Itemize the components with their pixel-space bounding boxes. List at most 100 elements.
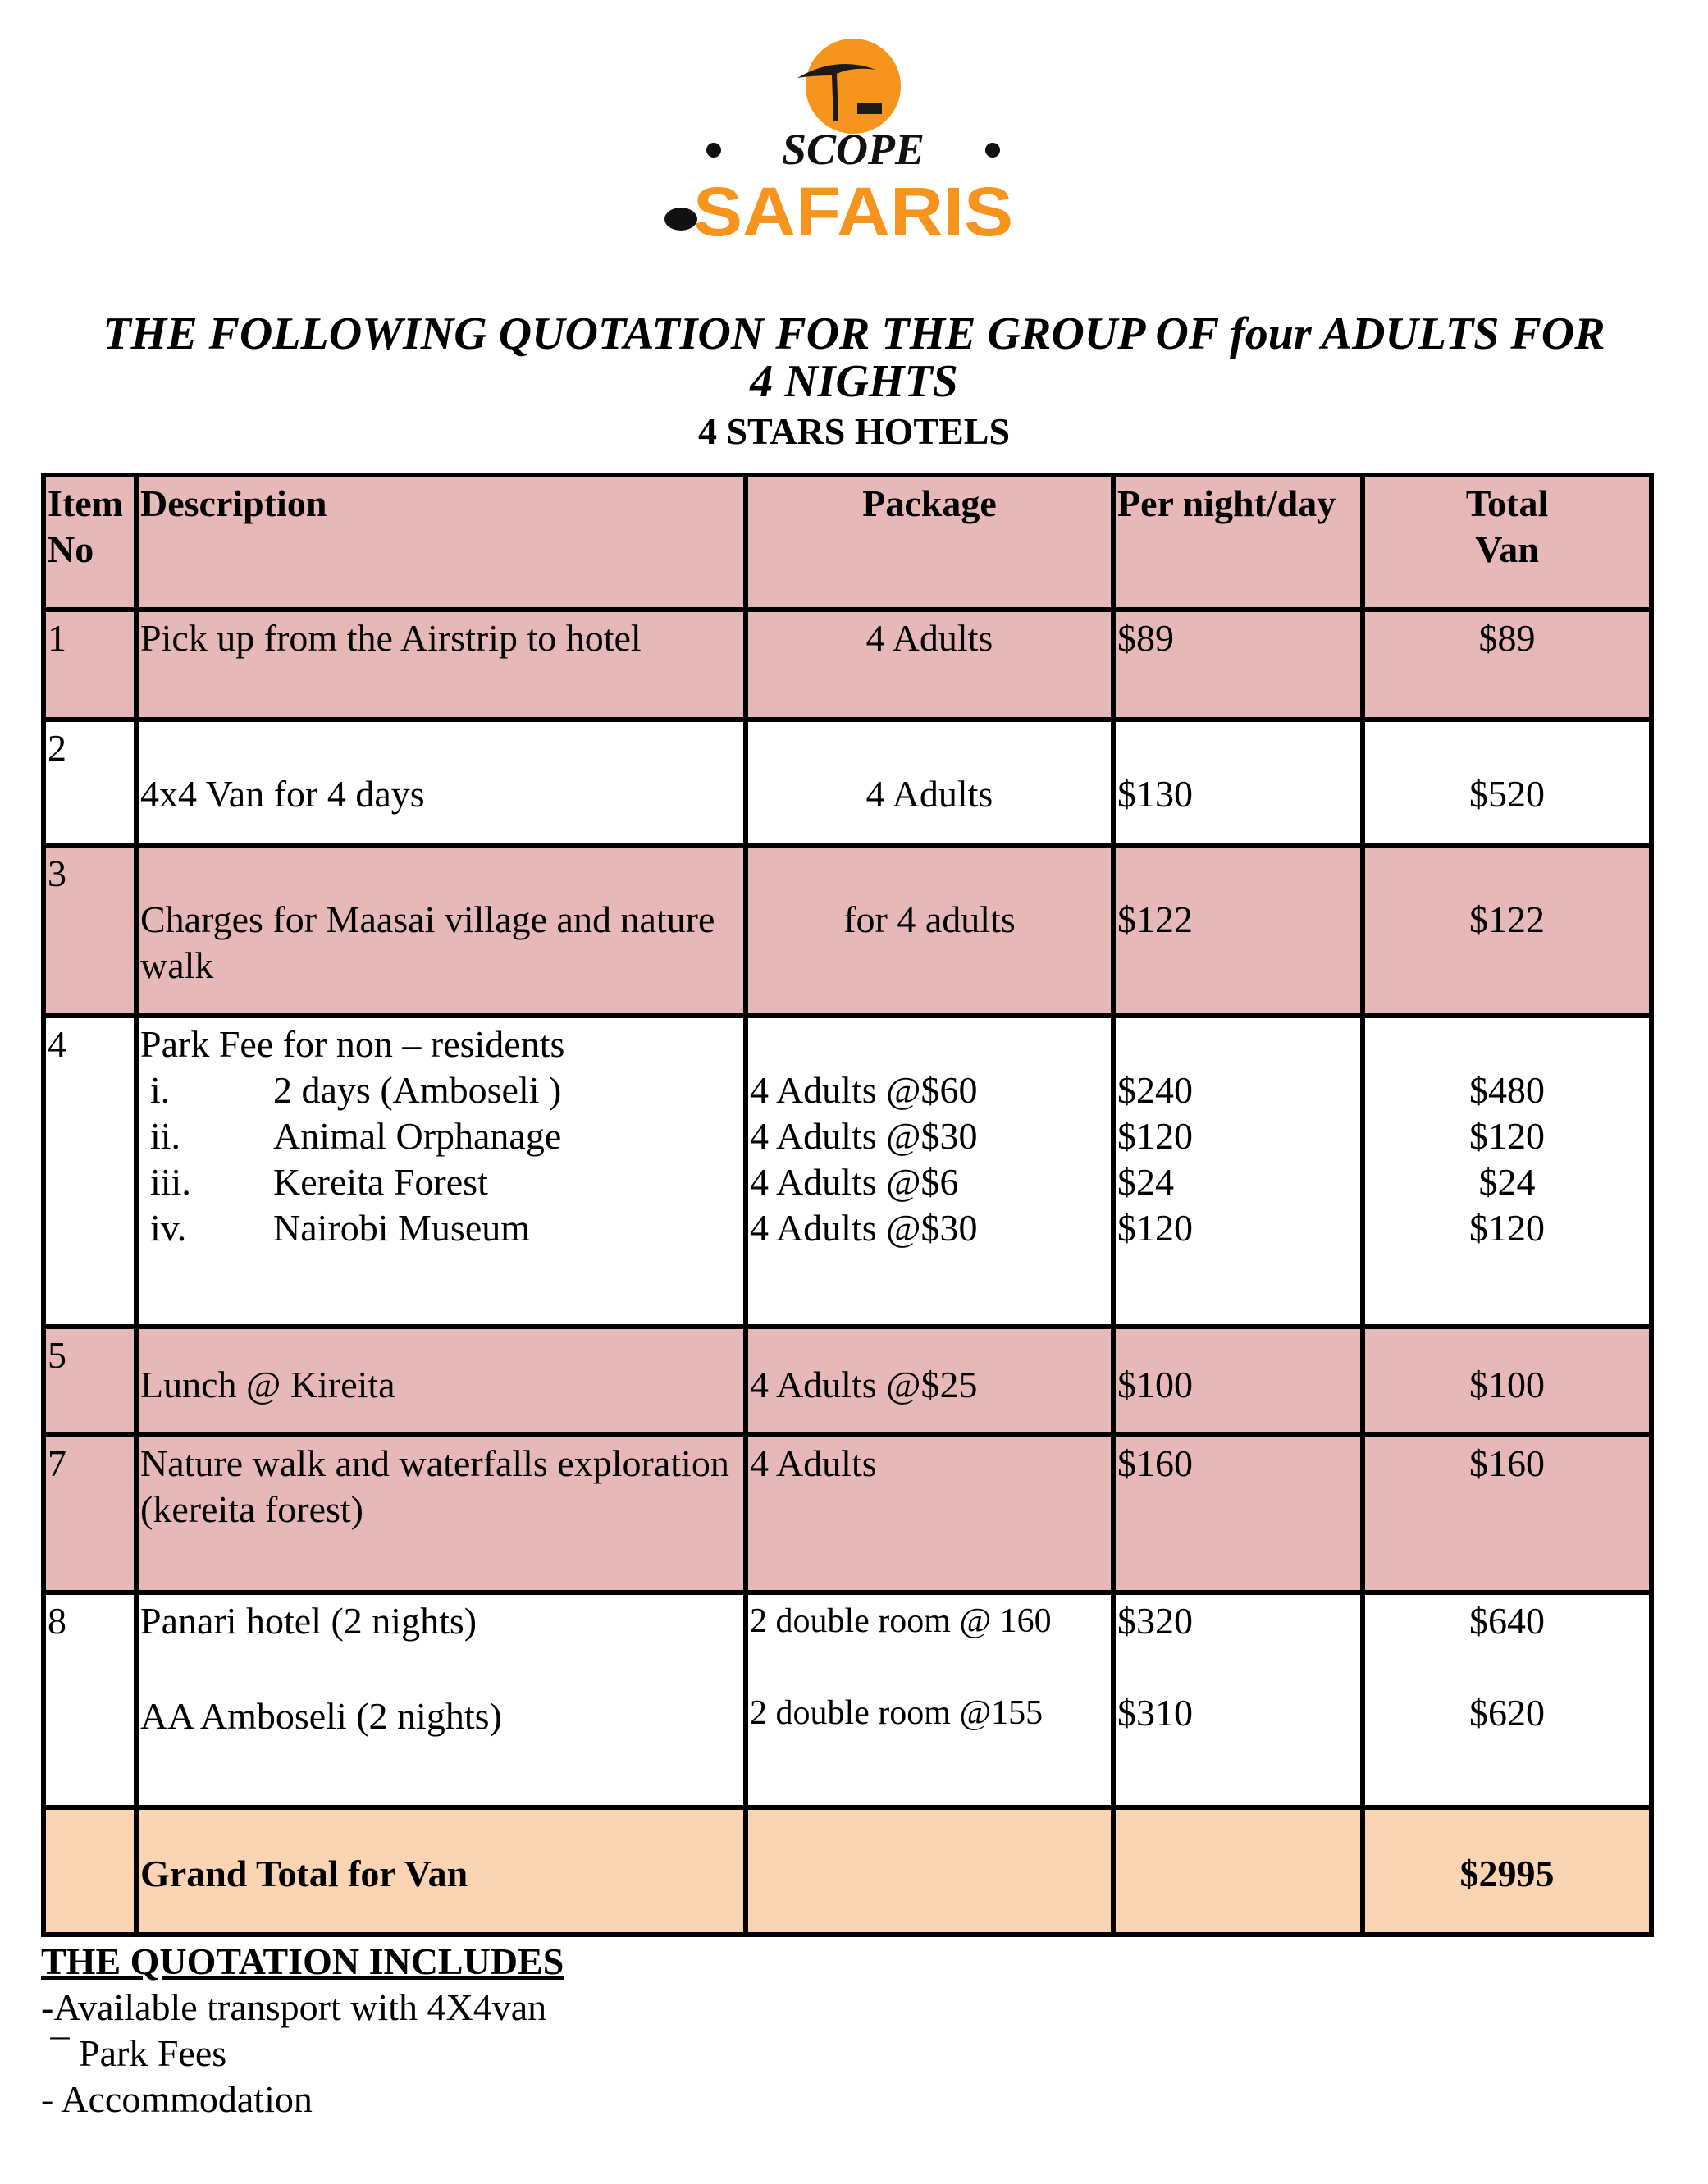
total-line: $120 (1469, 1115, 1545, 1157)
item-no: 2 (41, 717, 139, 848)
package: 4 Adults @$25 (743, 1324, 1116, 1437)
package: 4 Adults (743, 1432, 1116, 1595)
table-row: 7 Nature walk and waterfalls exploration… (41, 1432, 1654, 1595)
package: for 4 adults (743, 843, 1116, 1018)
grand-total-row: Grand Total for Van $2995 (41, 1805, 1654, 1937)
hotel-category: 4 STARS HOTELS (697, 410, 1011, 452)
table-row: 5 Lunch @ Kireita 4 Adults @$25 $100 $10… (41, 1324, 1654, 1437)
per-line: $120 (1117, 1207, 1193, 1249)
package-line: 4 Adults @$6 (750, 1161, 959, 1203)
table-header-row: Item No Description Package Per night/da… (41, 473, 1654, 612)
table-row: 4 Park Fee for non – residents i. 2 days … (41, 1013, 1654, 1329)
description: Pick up from the Airstrip to hotel (134, 607, 748, 722)
sub-item-number: ii. (150, 1115, 181, 1157)
total: $122 (1360, 843, 1654, 1018)
per-night: $240 $120 $24 $120 (1111, 1013, 1365, 1329)
total: $520 (1360, 717, 1654, 848)
package: 4 Adults (743, 607, 1116, 722)
includes-item: - Accommodation (41, 2078, 313, 2120)
total-line: $480 (1469, 1069, 1545, 1111)
per-night: $122 (1111, 843, 1365, 1018)
quotation-table: Item No Description Package Per night/da… (41, 473, 1654, 1937)
table-row: 2 4x4 Van for 4 days 4 Adults $130 $520 (41, 717, 1654, 848)
package: 4 Adults @$60 4 Adults @$30 4 Adults @$6… (743, 1013, 1116, 1329)
package-line: 4 Adults @$30 (750, 1115, 978, 1157)
per-line: $320 (1117, 1600, 1193, 1642)
total: $100 (1360, 1324, 1654, 1437)
description: Panari hotel (2 nights) AA Amboseli (2 n… (134, 1590, 748, 1810)
table-row: 3 Charges for Maasai village and nature … (41, 843, 1654, 1018)
per-night: $160 (1111, 1432, 1365, 1595)
empty-cell (41, 1805, 139, 1937)
total-line: $120 (1469, 1207, 1545, 1249)
per-night: $130 (1111, 717, 1365, 848)
sub-item-label: 2 days (Amboseli ) (273, 1069, 562, 1111)
per-night: $89 (1111, 607, 1365, 722)
title-line-1: THE FOLLOWING QUOTATION FOR THE GROUP OF… (103, 308, 1605, 359)
item-no: 5 (41, 1324, 139, 1437)
quotation-title: THE FOLLOWING QUOTATION FOR THE GROUP OF… (0, 310, 1708, 405)
svg-text:SAFARIS: SAFARIS (693, 173, 1013, 238)
includes-item: ¯ Park Fees (41, 2032, 227, 2074)
item-no: 8 (41, 1590, 139, 1810)
description: Park Fee for non – residents i. 2 days (A… (134, 1013, 748, 1329)
scope-safaris-logo: SCOPE SAFARIS (656, 29, 1050, 250)
package-line: 2 double room @155 (750, 1694, 1044, 1732)
title-line-2: 4 NIGHTS (750, 356, 958, 407)
package-line: 4 Adults @$60 (750, 1069, 978, 1111)
package: 4 Adults (743, 717, 1116, 848)
header-item-no: Item No (41, 473, 139, 612)
sub-item-label: Kereita Forest (273, 1161, 488, 1203)
svg-text:SCOPE: SCOPE (782, 125, 925, 174)
header-description: Description (134, 473, 748, 612)
per-night: $320 $310 (1111, 1590, 1365, 1810)
per-line: $24 (1117, 1161, 1174, 1203)
sub-item-number: i. (150, 1069, 171, 1111)
item-no: 1 (41, 607, 139, 722)
total: $160 (1360, 1432, 1654, 1595)
header-total-line2: Van (1475, 528, 1539, 570)
table-row: 1 Pick up from the Airstrip to hotel 4 A… (41, 607, 1654, 722)
sub-item: ii. Animal Orphanage (140, 1113, 742, 1159)
sub-item-number: iii. (150, 1161, 191, 1203)
empty-cell (743, 1805, 1116, 1937)
header-total-line1: Total (1465, 482, 1549, 524)
sub-item-label: Nairobi Museum (273, 1207, 531, 1249)
total-line: $620 (1469, 1692, 1545, 1734)
per-line: $120 (1117, 1115, 1193, 1157)
total-line: $640 (1469, 1600, 1545, 1642)
includes-item: -Available transport with 4X4van (41, 1986, 547, 2028)
grand-total-label: Grand Total for Van (134, 1805, 748, 1937)
quotation-header: THE FOLLOWING QUOTATION FOR THE GROUP OF… (0, 310, 1708, 455)
quotation-includes: THE QUOTATION INCLUDES -Available transp… (41, 1939, 1649, 2122)
quotation-body: Item No Description Package Per night/da… (41, 473, 1654, 2122)
per-line: $240 (1117, 1069, 1193, 1111)
total: $89 (1360, 607, 1654, 722)
table-row: 8 Panari hotel (2 nights) AA Amboseli (2… (41, 1590, 1654, 1810)
description-line: AA Amboseli (2 nights) (140, 1695, 502, 1737)
total: $640 $620 (1360, 1590, 1654, 1810)
package-line: 2 double room @ 160 (750, 1602, 1052, 1640)
item-no: 4 (41, 1013, 139, 1329)
sub-item-label: Animal Orphanage (273, 1115, 562, 1157)
description: Nature walk and waterfalls exploration (… (134, 1432, 748, 1595)
description-heading: Park Fee for non – residents (140, 1023, 565, 1065)
item-no: 3 (41, 843, 139, 1018)
header-package: Package (743, 473, 1116, 612)
total: $480 $120 $24 $120 (1360, 1013, 1654, 1329)
header-total: Total Van (1360, 473, 1654, 612)
grand-total-value: $2995 (1360, 1805, 1654, 1937)
sub-item-number: iv. (150, 1207, 187, 1249)
sub-item: i. 2 days (Amboseli ) (140, 1067, 742, 1113)
item-no: 7 (41, 1432, 139, 1595)
header-per-night: Per night/day (1111, 473, 1365, 612)
sub-item: iii. Kereita Forest (140, 1159, 742, 1205)
package-line: 4 Adults @$30 (750, 1207, 978, 1249)
description: Charges for Maasai village and nature wa… (134, 843, 748, 1018)
includes-heading: THE QUOTATION INCLUDES (41, 1940, 564, 1982)
package: 2 double room @ 160 2 double room @155 (743, 1590, 1116, 1810)
sub-item: iv. Nairobi Museum (140, 1205, 742, 1251)
per-line: $310 (1117, 1692, 1193, 1734)
empty-cell (1111, 1805, 1365, 1937)
total-line: $24 (1478, 1161, 1536, 1203)
